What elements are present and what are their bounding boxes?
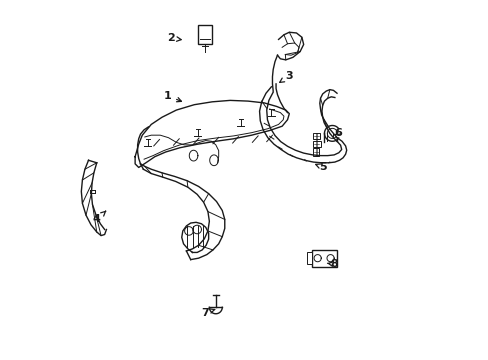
Polygon shape — [313, 148, 319, 156]
Text: 8: 8 — [327, 259, 337, 269]
Polygon shape — [198, 25, 212, 44]
Polygon shape — [313, 140, 320, 147]
Text: 5: 5 — [315, 162, 326, 172]
Text: 1: 1 — [163, 91, 181, 102]
Text: 4: 4 — [93, 211, 105, 224]
Polygon shape — [306, 252, 311, 264]
Text: 2: 2 — [167, 33, 181, 43]
Polygon shape — [313, 133, 319, 139]
Text: 7: 7 — [201, 308, 214, 318]
Text: 3: 3 — [279, 71, 292, 82]
Polygon shape — [311, 249, 336, 267]
Text: 6: 6 — [333, 129, 341, 138]
